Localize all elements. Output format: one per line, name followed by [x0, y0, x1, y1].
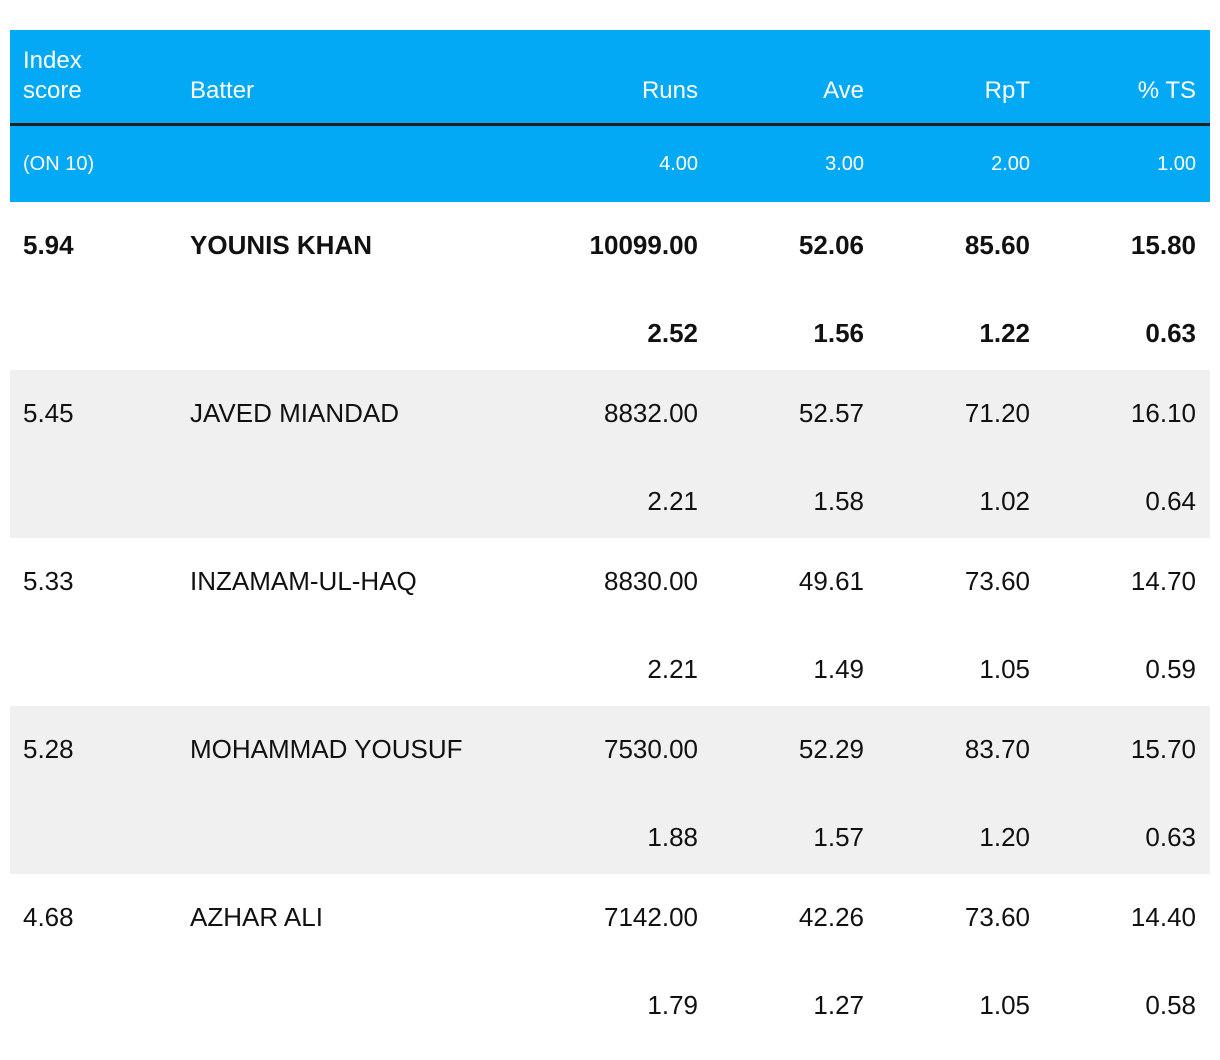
weighted-score: 2.21	[647, 486, 698, 516]
stat-value: 15.70	[1130, 734, 1196, 764]
weights-label: (ON 10)	[23, 153, 95, 175]
stat-value: 10099.00	[589, 230, 698, 260]
column-header: % TS	[1137, 77, 1196, 104]
weight: 1.00	[1157, 153, 1196, 175]
batter-name: MOHAMMAD YOUSUF	[190, 734, 463, 764]
stat-value: 73.60	[964, 566, 1030, 596]
stat-value: 73.60	[964, 902, 1030, 932]
stat-value: 52.57	[798, 398, 864, 428]
index-score: 5.33	[23, 566, 74, 596]
weighted-score: 1.58	[813, 486, 864, 516]
batter-name: YOUNIS KHAN	[190, 230, 373, 260]
stat-value: 16.10	[1130, 398, 1196, 428]
index-score: 5.45	[23, 398, 74, 428]
index-score: 5.94	[23, 230, 74, 260]
stat-value: 7142.00	[604, 902, 698, 932]
weighted-score: 1.57	[813, 822, 864, 852]
weighted-score: 1.22	[979, 318, 1030, 348]
stat-value: 49.61	[798, 566, 864, 596]
weight: 2.00	[991, 153, 1030, 175]
weighted-score: 1.49	[813, 654, 864, 684]
index-score: 4.68	[23, 902, 74, 932]
weight: 3.00	[825, 153, 864, 175]
stat-value: 42.26	[798, 902, 864, 932]
weighted-score: 2.21	[647, 654, 698, 684]
stat-value: 8832.00	[604, 398, 698, 428]
stat-value: 8830.00	[604, 566, 698, 596]
stat-value: 15.80	[1130, 230, 1196, 260]
column-header: RpT	[984, 77, 1030, 104]
stat-value: 7530.00	[604, 734, 698, 764]
batter-name: INZAMAM-UL-HAQ	[190, 566, 417, 596]
weighted-score: 0.63	[1145, 822, 1196, 852]
batter-name: JAVED MIANDAD	[190, 398, 399, 428]
weighted-score: 0.58	[1145, 990, 1196, 1020]
header-band	[10, 30, 1210, 123]
weight: 4.00	[659, 153, 698, 175]
row-band	[10, 706, 1210, 874]
batter-name: AZHAR ALI	[190, 902, 323, 932]
weighted-score: 0.63	[1145, 318, 1196, 348]
weighted-score: 1.27	[813, 990, 864, 1020]
column-header: Index score	[23, 47, 82, 104]
weighted-score: 1.88	[647, 822, 698, 852]
weighted-score: 1.79	[647, 990, 698, 1020]
weighted-score: 1.05	[979, 990, 1030, 1020]
weighted-score: 0.64	[1145, 486, 1196, 516]
stat-value: 14.70	[1130, 566, 1196, 596]
header-rule	[10, 123, 1210, 126]
column-header: Batter	[190, 77, 255, 104]
stat-value: 83.70	[964, 734, 1030, 764]
stat-value: 85.60	[964, 230, 1030, 260]
weighted-score: 1.05	[979, 654, 1030, 684]
weighted-score: 1.20	[979, 822, 1030, 852]
stat-value: 71.20	[964, 398, 1030, 428]
weighted-score: 1.02	[979, 486, 1030, 516]
row-band	[10, 370, 1210, 538]
weights-band	[10, 126, 1210, 202]
stat-value: 52.29	[798, 734, 864, 764]
weighted-score: 2.52	[647, 318, 698, 348]
index-score: 5.28	[23, 734, 74, 764]
column-header: Ave	[823, 77, 864, 104]
column-header: Runs	[641, 77, 698, 104]
weighted-score: 1.56	[813, 318, 864, 348]
stat-value: 14.40	[1130, 902, 1196, 932]
stat-value: 52.06	[798, 230, 864, 260]
weighted-score: 0.59	[1145, 654, 1196, 684]
